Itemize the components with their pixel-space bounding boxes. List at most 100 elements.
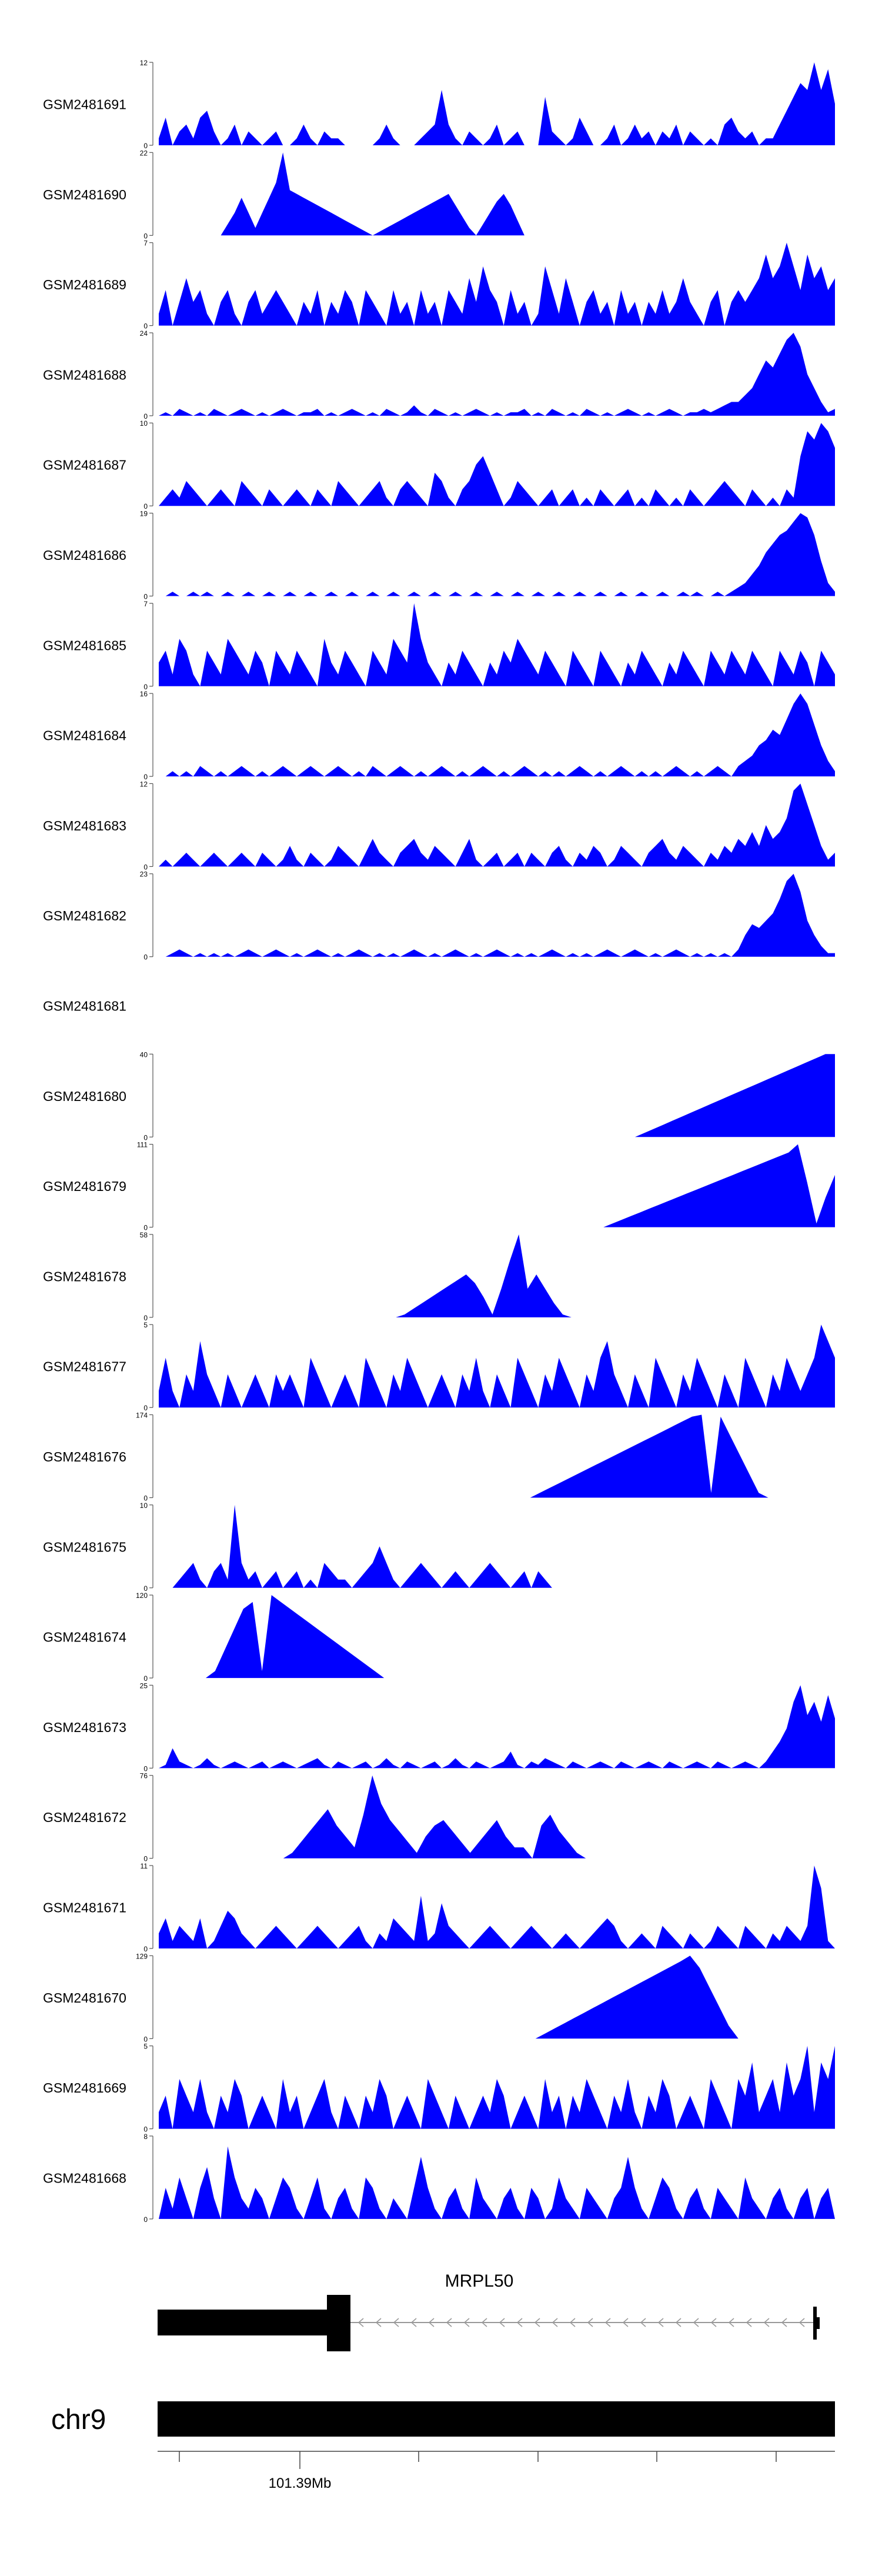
y-axis-min-label: 0: [143, 1584, 148, 1593]
sample-tracks: GSM2481691120GSM2481690220GSM248168970GS…: [43, 59, 835, 2224]
y-axis-max-label: 174: [136, 1412, 148, 1420]
track-label: GSM2481689: [43, 277, 126, 292]
track-GSM2481672: GSM2481672 76 0: [43, 1772, 835, 1863]
strand-chevron: [481, 2318, 487, 2327]
coverage-area: [159, 1685, 835, 1769]
track-GSM2481682: GSM2481682 23 0: [43, 870, 835, 962]
track-label: GSM2481691: [43, 97, 126, 112]
track-label: GSM2481687: [43, 458, 126, 473]
track-GSM2481680: GSM2481680 40 0: [43, 1050, 835, 1142]
y-axis-min-label: 0: [143, 1855, 148, 1863]
track-label: GSM2481688: [43, 367, 126, 382]
strand-chevron: [710, 2318, 717, 2327]
y-axis-min-label: 0: [143, 322, 148, 331]
track-GSM2481676: GSM2481676 174 0: [43, 1412, 835, 1503]
track-label: GSM2481669: [43, 2080, 126, 2095]
gene-exon-end: [813, 2307, 817, 2340]
coverage-area: [159, 1144, 835, 1227]
strand-chevron: [569, 2318, 576, 2327]
y-axis-max-label: 25: [140, 1681, 148, 1690]
y-axis-min-label: 0: [143, 1674, 148, 1683]
y-axis-min-label: 0: [143, 863, 148, 871]
track-label: GSM2481686: [43, 548, 126, 563]
strand-chevron: [446, 2318, 452, 2327]
track-label: GSM2481674: [43, 1630, 126, 1645]
coverage-area: [159, 152, 835, 236]
track-label: GSM2481668: [43, 2170, 126, 2185]
strand-chevron: [499, 2318, 505, 2327]
strand-chevron: [552, 2318, 558, 2327]
y-axis-min-label: 0: [143, 1314, 148, 1322]
strand-arrows: [358, 2318, 805, 2327]
strand-chevron: [728, 2318, 734, 2327]
strand-chevron: [693, 2318, 699, 2327]
track-GSM2481687: GSM2481687 10 0: [43, 419, 835, 510]
coverage-area: [159, 423, 835, 506]
coverage-area: [159, 1956, 835, 2039]
gene-exon-utr: [158, 2310, 328, 2335]
strand-chevron: [410, 2318, 417, 2327]
gene-exon-coding: [327, 2295, 350, 2351]
y-axis-max-label: 16: [140, 690, 148, 698]
track-label: GSM2481683: [43, 818, 126, 833]
strand-chevron: [675, 2318, 681, 2327]
track-GSM2481683: GSM2481683 12 0: [43, 780, 835, 871]
track-GSM2481675: GSM2481675 10 0: [43, 1501, 835, 1593]
track-label: GSM2481676: [43, 1449, 126, 1464]
y-axis-max-label: 10: [140, 419, 148, 428]
strand-chevron: [393, 2318, 399, 2327]
y-axis-max-label: 10: [140, 1501, 148, 1510]
track-label: GSM2481685: [43, 638, 126, 653]
y-axis-min-label: 0: [143, 2125, 148, 2134]
track-GSM2481671: GSM2481671 11 0: [43, 1862, 835, 1953]
track-GSM2481681: GSM2481681: [43, 999, 126, 1014]
track-label: GSM2481675: [43, 1539, 126, 1554]
y-axis-max-label: 111: [137, 1141, 148, 1149]
y-axis-max-label: 5: [143, 1321, 148, 1329]
y-axis-min-label: 0: [143, 683, 148, 691]
coverage-area: [159, 603, 835, 686]
track-label: GSM2481684: [43, 728, 126, 743]
axis-ticks: [179, 2451, 777, 2469]
track-label: GSM2481671: [43, 1900, 126, 1916]
y-axis-min-label: 0: [143, 2035, 148, 2043]
track-GSM2481674: GSM2481674 120 0: [43, 1591, 835, 1683]
y-axis-min-label: 0: [143, 593, 148, 601]
coverage-area: [159, 242, 835, 326]
strand-chevron: [516, 2318, 523, 2327]
y-axis-min-label: 0: [143, 1224, 148, 1232]
coverage-area: [159, 1504, 835, 1588]
y-axis-max-label: 129: [136, 1952, 148, 1960]
y-axis-max-label: 23: [140, 870, 148, 879]
y-axis-max-label: 76: [140, 1772, 148, 1780]
y-axis-max-label: 11: [141, 1862, 148, 1870]
track-GSM2481678: GSM2481678 58 0: [43, 1231, 835, 1322]
y-axis-max-label: 58: [140, 1231, 148, 1239]
y-axis-min-label: 0: [143, 953, 148, 962]
track-GSM2481670: GSM2481670 129 0: [43, 1952, 835, 2043]
chromosome-label: chr9: [51, 2404, 106, 2435]
coverage-area: [159, 2046, 835, 2129]
y-axis-min-label: 0: [143, 2215, 148, 2224]
strand-chevron: [622, 2318, 629, 2327]
coverage-area: [159, 1595, 835, 1679]
coverage-area: [159, 1324, 835, 1408]
axis-tick-label: 101.39Mb: [269, 2475, 332, 2491]
track-GSM2481689: GSM2481689 7 0: [43, 239, 835, 331]
track-GSM2481673: GSM2481673 25 0: [43, 1681, 835, 1773]
strand-chevron: [428, 2318, 435, 2327]
track-GSM2481688: GSM2481688 24 0: [43, 329, 835, 421]
strand-chevron: [587, 2318, 593, 2327]
strand-chevron: [799, 2318, 805, 2327]
track-label: GSM2481681: [43, 999, 126, 1014]
y-axis-max-label: 12: [140, 780, 148, 788]
track-GSM2481684: GSM2481684 16 0: [43, 690, 835, 781]
coverage-area: [159, 2146, 835, 2219]
y-axis-min-label: 0: [143, 1945, 148, 1953]
coverage-area: [159, 693, 835, 777]
strand-chevron: [375, 2318, 382, 2327]
track-label: GSM2481680: [43, 1089, 126, 1104]
strand-chevron: [746, 2318, 752, 2327]
coverage-area: [159, 1414, 835, 1498]
coverage-area: [159, 873, 835, 957]
